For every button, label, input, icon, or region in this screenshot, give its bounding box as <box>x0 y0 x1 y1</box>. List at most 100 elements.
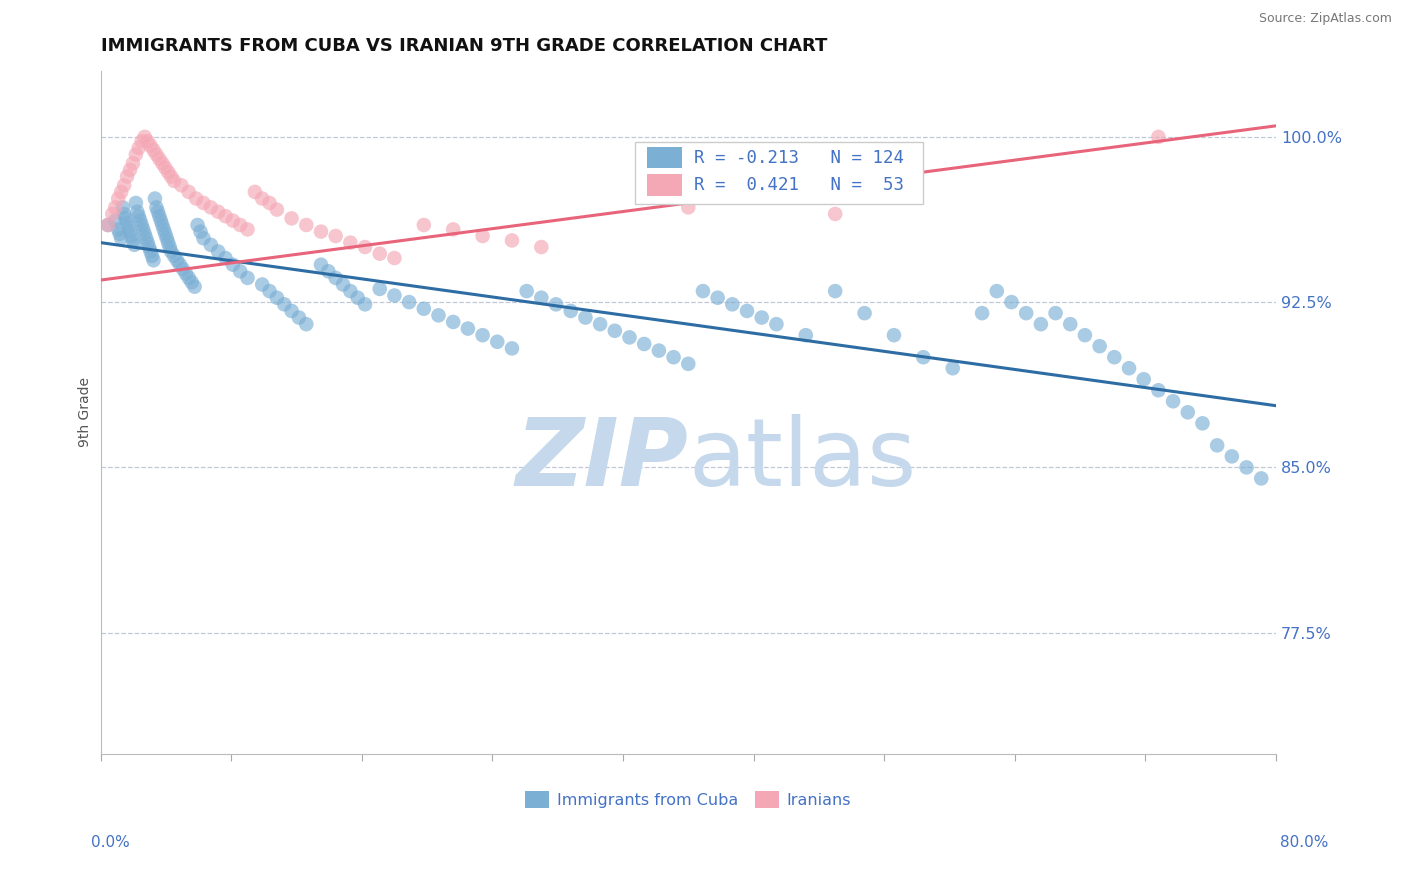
Point <box>1000 295 1022 310</box>
Point <box>117 220 139 235</box>
Point <box>384 251 406 265</box>
Text: atlas: atlas <box>689 414 917 506</box>
Point <box>1088 339 1111 353</box>
Point <box>1045 306 1067 320</box>
Point <box>145 200 167 214</box>
Point <box>318 264 340 278</box>
Text: 0.0%: 0.0% <box>91 836 131 850</box>
Point <box>145 147 167 161</box>
Point <box>346 291 368 305</box>
FancyBboxPatch shape <box>647 146 682 169</box>
Point <box>170 178 193 193</box>
Point <box>236 271 259 285</box>
Point <box>172 262 194 277</box>
Point <box>883 328 905 343</box>
Point <box>129 213 152 227</box>
Point <box>150 218 173 232</box>
Point <box>193 196 215 211</box>
Point <box>339 284 361 298</box>
Point <box>134 129 156 144</box>
Point <box>1074 328 1097 343</box>
Point <box>155 227 177 241</box>
Point <box>122 234 145 248</box>
Point <box>132 222 155 236</box>
Point <box>530 240 553 254</box>
Point <box>457 321 479 335</box>
Point <box>200 237 222 252</box>
Point <box>104 200 127 214</box>
FancyBboxPatch shape <box>647 174 682 195</box>
Point <box>115 216 138 230</box>
Point <box>142 253 165 268</box>
Point <box>1147 384 1170 398</box>
Point <box>169 258 191 272</box>
Point <box>765 317 787 331</box>
Point <box>721 297 744 311</box>
Point <box>131 218 153 232</box>
Point <box>412 218 434 232</box>
Point <box>678 200 700 214</box>
Point <box>134 227 156 241</box>
Point <box>222 258 245 272</box>
Point <box>412 301 434 316</box>
Point <box>135 231 157 245</box>
Point <box>152 222 174 236</box>
Point <box>114 211 136 226</box>
Point <box>148 152 170 166</box>
Point <box>1132 372 1154 386</box>
Point <box>155 161 177 175</box>
Point <box>354 240 377 254</box>
Point <box>280 304 302 318</box>
Point <box>1250 471 1272 485</box>
Point <box>501 234 523 248</box>
Point <box>273 297 295 311</box>
Point <box>243 185 266 199</box>
Point <box>108 227 131 241</box>
Point <box>124 237 146 252</box>
Point <box>122 156 145 170</box>
Point <box>138 240 160 254</box>
Point <box>735 304 758 318</box>
Point <box>794 328 817 343</box>
Point <box>160 244 183 259</box>
Point <box>143 192 166 206</box>
Point <box>574 310 596 325</box>
Point <box>200 200 222 214</box>
Point <box>332 277 354 292</box>
Point <box>107 222 129 236</box>
Point <box>150 156 173 170</box>
Point <box>309 258 332 272</box>
Point <box>751 310 773 325</box>
Point <box>706 291 728 305</box>
Point <box>128 209 150 223</box>
Point <box>368 282 391 296</box>
Point <box>1147 129 1170 144</box>
Point <box>97 218 120 232</box>
Point <box>824 284 846 298</box>
Point <box>942 361 965 376</box>
Point <box>309 225 332 239</box>
Text: 80.0%: 80.0% <box>1281 836 1329 850</box>
Point <box>229 264 252 278</box>
Point <box>111 200 134 214</box>
Point <box>441 222 464 236</box>
Point <box>146 204 169 219</box>
Point <box>184 192 207 206</box>
Point <box>427 309 450 323</box>
Point <box>853 306 876 320</box>
Point <box>177 271 200 285</box>
Point <box>136 235 159 250</box>
Legend: Immigrants from Cuba, Iranians: Immigrants from Cuba, Iranians <box>519 785 858 814</box>
Point <box>229 218 252 232</box>
Y-axis label: 9th Grade: 9th Grade <box>79 377 93 447</box>
Point <box>339 235 361 250</box>
Point <box>107 192 129 206</box>
Point <box>222 213 245 227</box>
Point <box>1059 317 1081 331</box>
Point <box>295 317 318 331</box>
Point <box>662 350 685 364</box>
Point <box>544 297 567 311</box>
Point <box>139 244 162 259</box>
Point <box>471 229 494 244</box>
Point <box>101 207 124 221</box>
